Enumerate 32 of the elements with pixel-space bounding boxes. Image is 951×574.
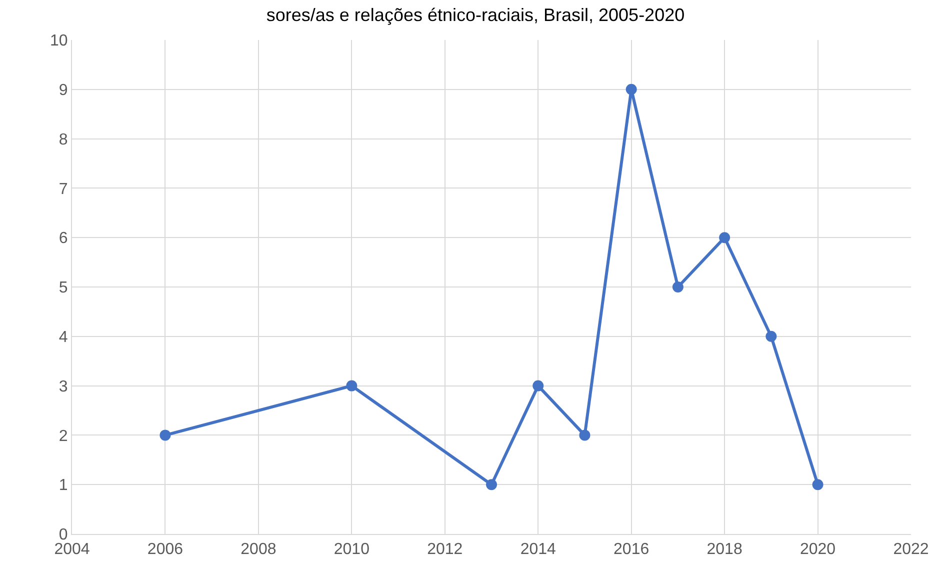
chart-title: sores/as e relações étnico-raciais, Brasil, 2005-2020 xyxy=(266,5,685,26)
x-tick-label: 2016 xyxy=(614,541,650,558)
y-tick-label: 2 xyxy=(58,428,68,445)
y-tick-label: 9 xyxy=(58,82,68,99)
y-tick-label: 4 xyxy=(58,329,68,346)
y-tick-label: 5 xyxy=(58,280,68,297)
point xyxy=(626,84,637,95)
point xyxy=(766,330,777,342)
point xyxy=(579,430,590,441)
point xyxy=(532,380,544,392)
x-tick-label: 2004 xyxy=(54,541,90,558)
x-tick-label: 2006 xyxy=(147,541,184,558)
x-tick-label: 2020 xyxy=(800,541,836,558)
point xyxy=(346,380,358,392)
y-tick-label: 3 xyxy=(58,378,68,396)
x-tick-label: 2012 xyxy=(427,541,463,558)
y-tick-label: 0 xyxy=(58,526,68,544)
point xyxy=(486,479,497,490)
y-tick-label: 7 xyxy=(58,180,68,198)
x-tick-label: 2014 xyxy=(520,541,556,558)
point xyxy=(719,232,730,244)
x-tick-label: 2008 xyxy=(240,541,276,558)
y-tick-label: 1 xyxy=(58,477,68,494)
y-tick-label: 6 xyxy=(58,230,68,248)
point xyxy=(160,430,171,441)
x-tick-label: 2022 xyxy=(893,541,929,558)
y-tick-label: 8 xyxy=(58,131,68,148)
y-tick-label: 10 xyxy=(50,32,68,50)
x-tick-label: 2018 xyxy=(706,541,742,558)
x-tick-label: 2010 xyxy=(334,541,370,558)
point xyxy=(812,479,824,490)
point xyxy=(672,282,684,292)
